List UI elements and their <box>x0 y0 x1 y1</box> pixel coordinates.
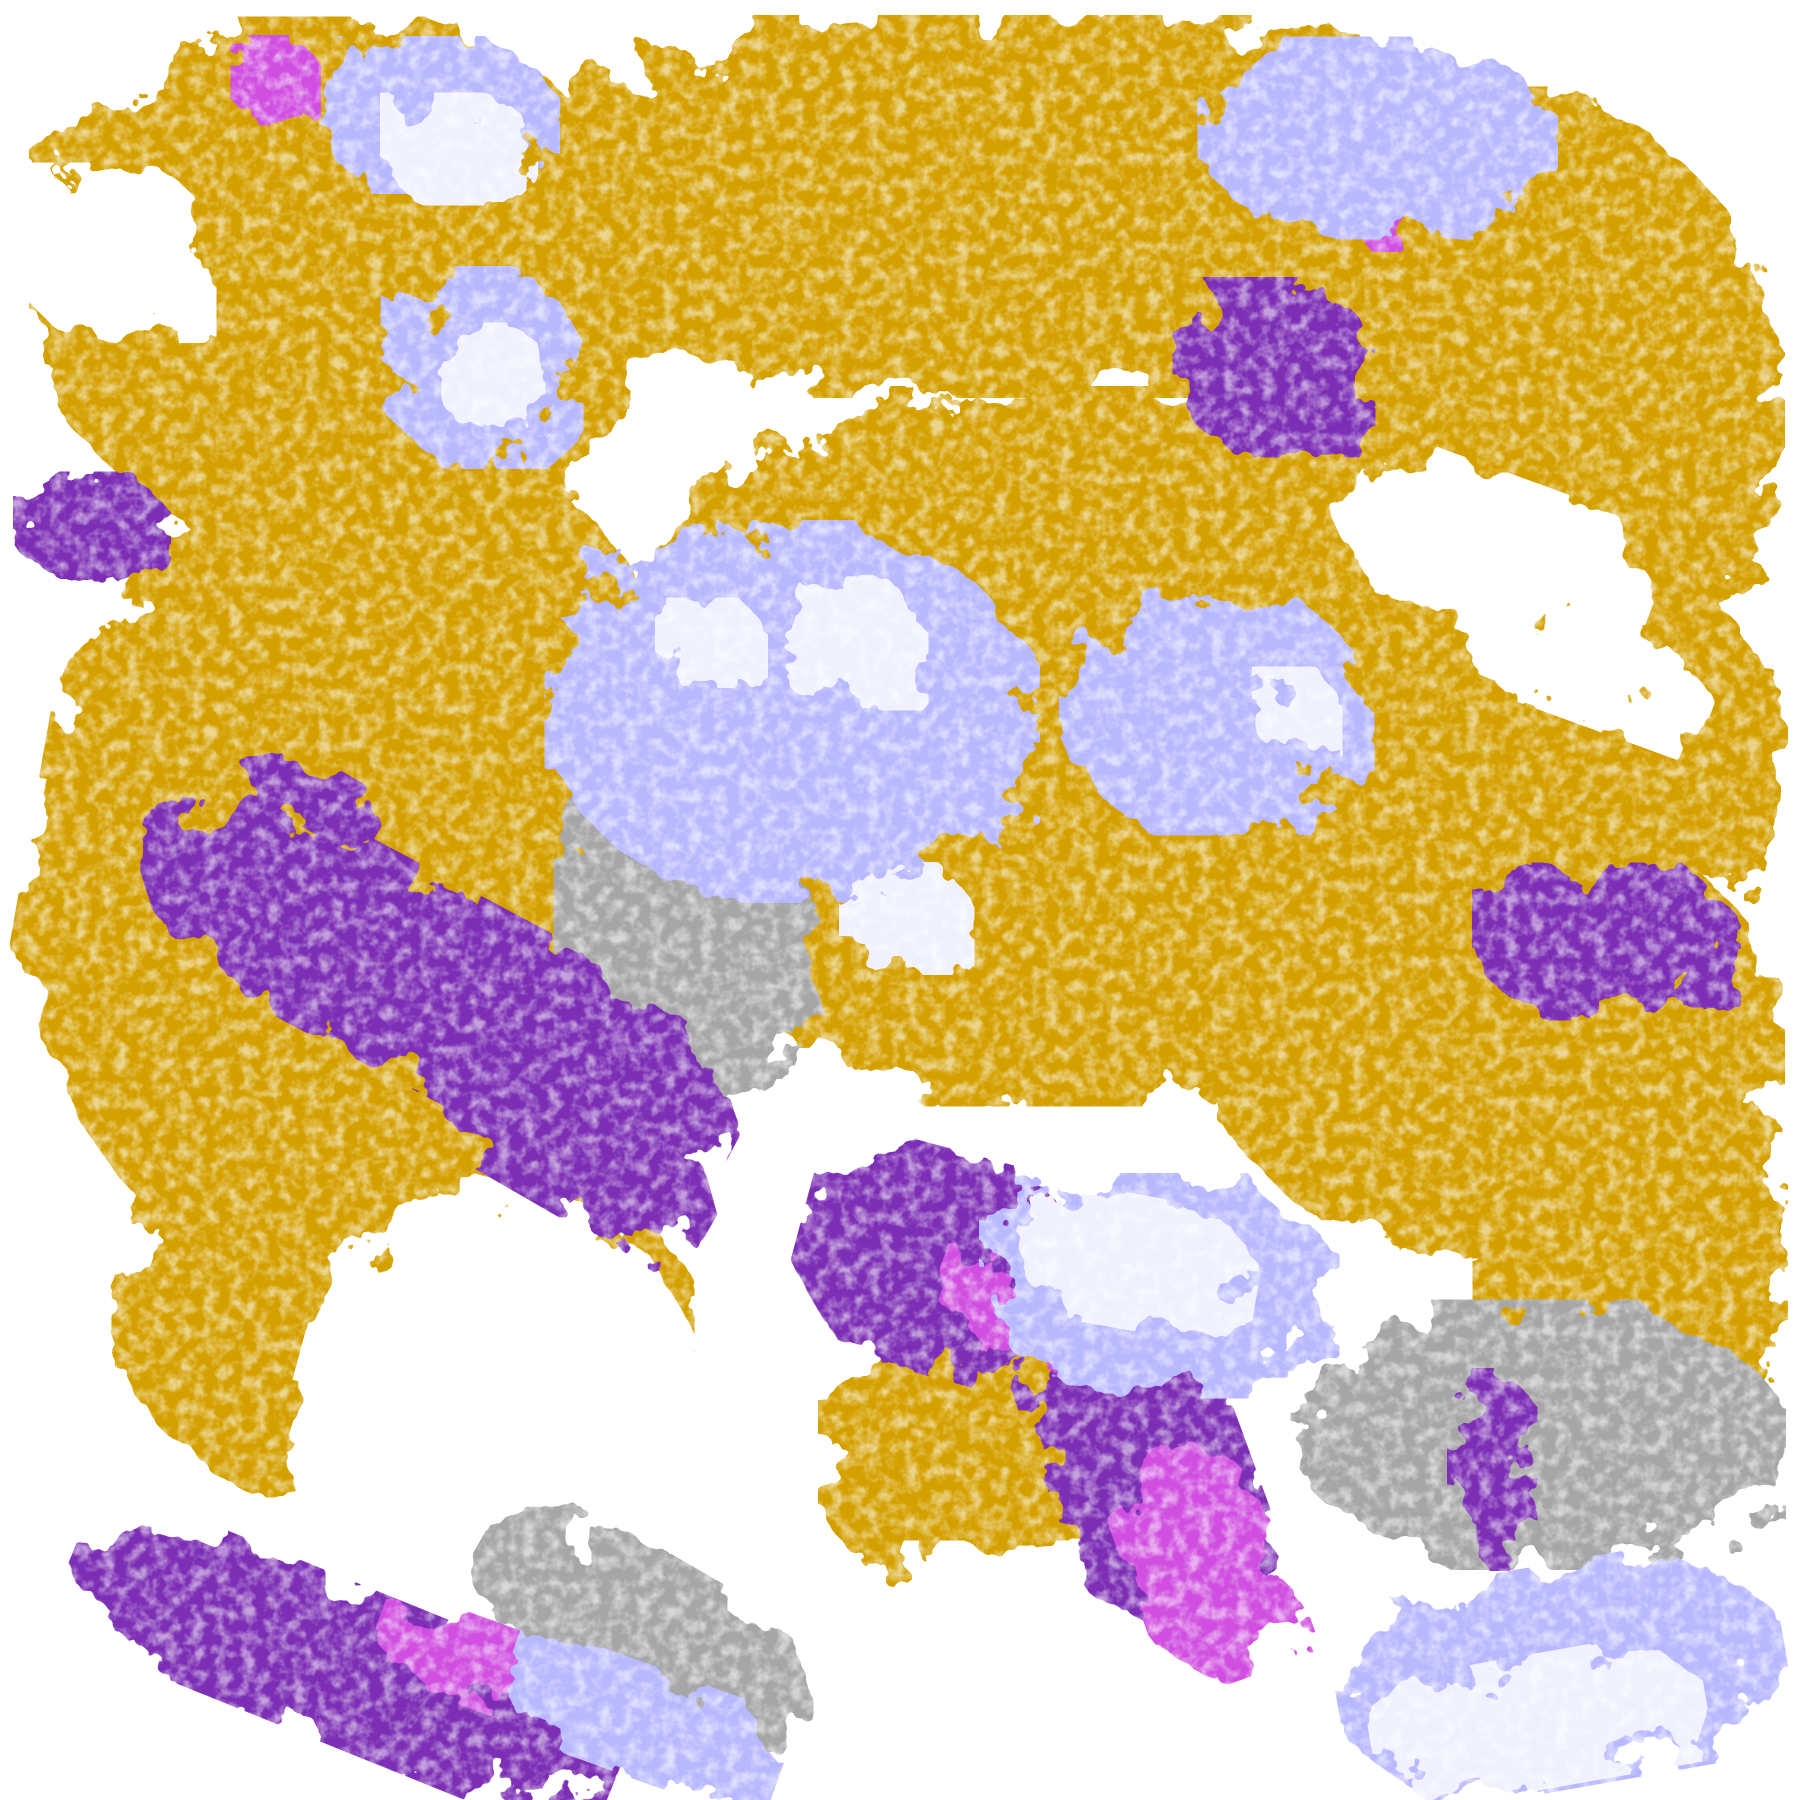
speckle-texture <box>0 0 1800 1800</box>
satellite-cloud-image <box>0 0 1800 1800</box>
